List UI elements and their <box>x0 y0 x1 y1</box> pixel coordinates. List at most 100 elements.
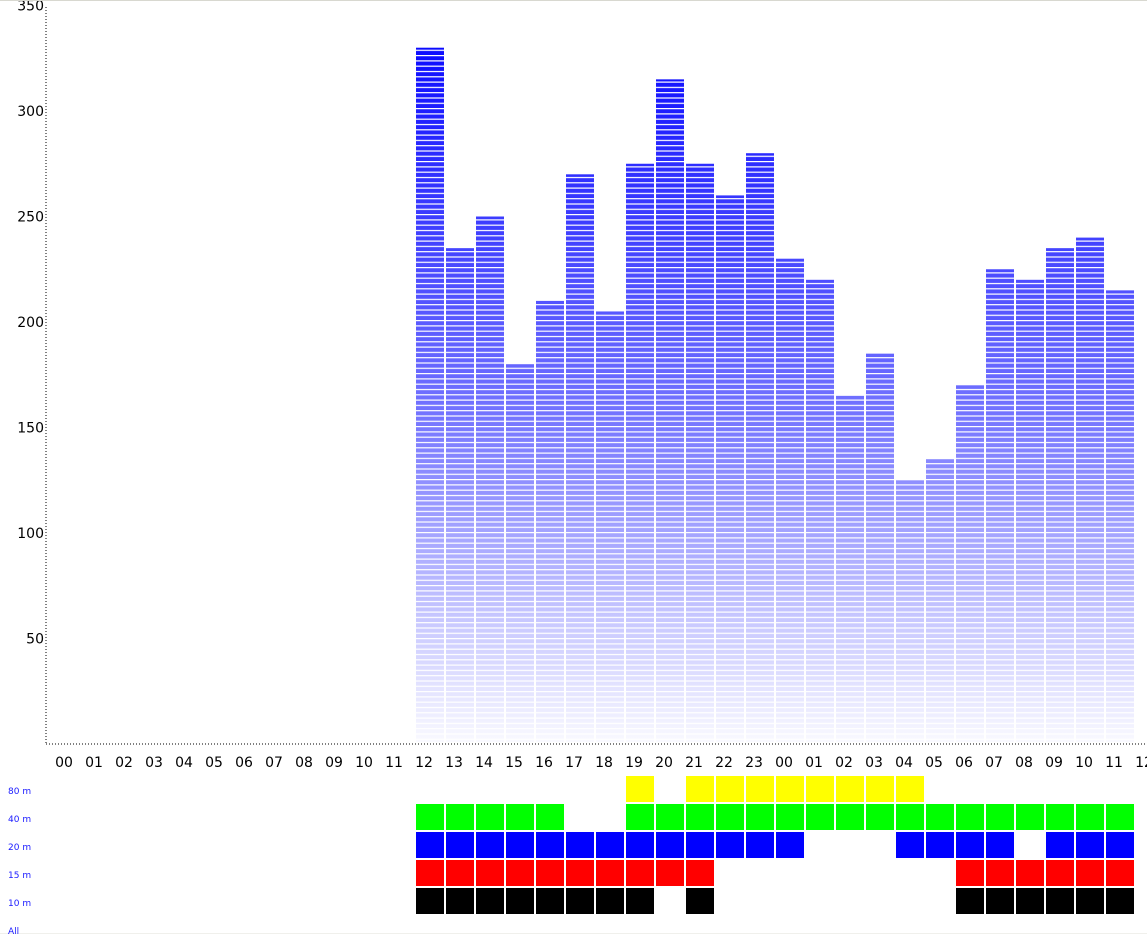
x-tick-label: 21 <box>685 755 703 771</box>
band-cell <box>956 860 984 886</box>
x-tick-label: 05 <box>205 755 223 771</box>
x-tick-label: 17 <box>565 755 583 771</box>
band-cell <box>416 804 444 830</box>
x-tick-label: 07 <box>985 755 1003 771</box>
x-tick-label: 19 <box>625 755 643 771</box>
x-tick-label: 01 <box>85 755 103 771</box>
x-tick-label: 03 <box>145 755 163 771</box>
band-cell <box>476 832 504 858</box>
band-cell <box>776 832 804 858</box>
x-tick-label: 04 <box>175 755 193 771</box>
band-cell <box>806 776 834 802</box>
band-cell <box>1076 860 1104 886</box>
x-tick-label: 10 <box>1075 755 1093 771</box>
band-label: 40 m <box>8 815 31 825</box>
band-cell <box>806 804 834 830</box>
band-cell <box>1076 888 1104 914</box>
band-label: 80 m <box>8 787 31 797</box>
band-cell <box>446 888 474 914</box>
bar-segment-lines <box>626 163 654 742</box>
bar-segment-lines <box>716 195 744 742</box>
band-cell <box>566 860 594 886</box>
band-cell <box>686 776 714 802</box>
bar-segment-lines <box>1016 279 1044 742</box>
band-cell <box>1016 888 1044 914</box>
band-cell <box>1106 860 1134 886</box>
bar-segment-lines <box>896 480 924 742</box>
x-tick-label: 14 <box>475 755 493 771</box>
band-cell <box>1046 888 1074 914</box>
band-cell <box>626 888 654 914</box>
x-tick-label: 15 <box>505 755 523 771</box>
x-tick-label: 18 <box>595 755 613 771</box>
band-cell <box>956 832 984 858</box>
bar-segment-lines <box>1076 237 1104 742</box>
band-cell <box>566 832 594 858</box>
x-tick-label: 02 <box>115 755 133 771</box>
x-tick-label: 09 <box>325 755 343 771</box>
band-cell <box>506 860 534 886</box>
band-cell <box>986 804 1014 830</box>
band-cell <box>716 832 744 858</box>
bar-segment-lines <box>476 216 504 742</box>
bar-segment-lines <box>746 153 774 742</box>
band-cell <box>476 860 504 886</box>
bar-segment-lines <box>866 353 894 742</box>
bar-segment-lines <box>1106 290 1134 742</box>
band-cell <box>686 888 714 914</box>
band-cell <box>536 832 564 858</box>
x-tick-label: 22 <box>715 755 733 771</box>
x-tick-label: 06 <box>955 755 973 771</box>
band-cell <box>746 832 774 858</box>
y-tick-label: 200 <box>17 315 44 331</box>
band-cell <box>896 804 924 830</box>
band-cell <box>626 776 654 802</box>
band-cell <box>656 832 684 858</box>
bar-segment-lines <box>986 269 1014 742</box>
bar-segment-lines <box>416 47 444 742</box>
band-cell <box>536 860 564 886</box>
bar-segment-lines <box>1046 248 1074 742</box>
band-cell <box>416 888 444 914</box>
band-cell <box>1076 804 1104 830</box>
band-label: All <box>8 927 19 934</box>
bar-segment-lines <box>776 258 804 742</box>
band-cell <box>836 804 864 830</box>
bar-segment-lines <box>956 385 984 742</box>
band-cell <box>1046 832 1074 858</box>
band-cell <box>866 804 894 830</box>
band-cell <box>1076 832 1104 858</box>
band-cell <box>626 804 654 830</box>
band-cell <box>656 860 684 886</box>
y-tick-label: 50 <box>26 632 44 648</box>
band-label: 20 m <box>8 843 31 853</box>
band-cell <box>1046 804 1074 830</box>
y-tick-label: 300 <box>17 104 44 120</box>
x-tick-label: 23 <box>745 755 763 771</box>
bar-segment-lines <box>686 163 714 742</box>
band-cell <box>986 860 1014 886</box>
band-cell <box>1046 860 1074 886</box>
x-tick-label: 01 <box>805 755 823 771</box>
x-tick-label: 12 <box>415 755 433 771</box>
band-cell <box>446 860 474 886</box>
band-cell <box>896 832 924 858</box>
x-tick-label: 09 <box>1045 755 1063 771</box>
band-cell <box>536 888 564 914</box>
band-cell <box>476 804 504 830</box>
x-tick-label: 02 <box>835 755 853 771</box>
band-cell <box>716 776 744 802</box>
bar-segment-lines <box>506 364 534 742</box>
band-cell <box>686 804 714 830</box>
band-label: 10 m <box>8 899 31 909</box>
band-cell <box>896 776 924 802</box>
x-tick-label: 11 <box>1105 755 1123 771</box>
x-tick-label: 05 <box>925 755 943 771</box>
band-cell <box>596 888 624 914</box>
bar-segment-lines <box>566 174 594 743</box>
band-cell <box>866 776 894 802</box>
bar-segment-lines <box>446 248 474 742</box>
x-tick-label: 16 <box>535 755 553 771</box>
